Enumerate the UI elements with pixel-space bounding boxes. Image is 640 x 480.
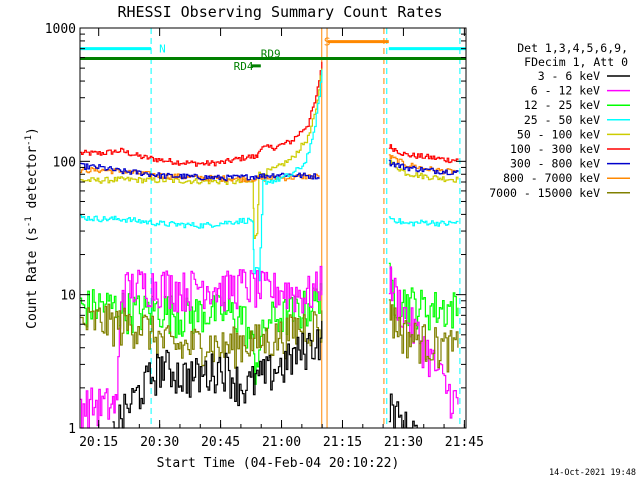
- legend-header-line-2: FDecim 1, Att 0: [524, 55, 628, 69]
- plot-area: N S RD9 RD4: [80, 28, 466, 429]
- legend-label: 800 - 7000 keV: [503, 171, 600, 185]
- x-tick-label: 21:30: [384, 435, 423, 450]
- x-axis-label: Start Time (04-Feb-04 20:10:22): [157, 456, 400, 471]
- flag-label-rd9: RD9: [261, 48, 281, 61]
- series-line-100-300-keV-kev: [80, 61, 459, 167]
- x-tick-label: 20:30: [140, 435, 179, 450]
- flag-label-n: N: [159, 43, 166, 56]
- legend: Det 1,3,4,5,6,9, FDecim 1, Att 0 3 - 6 k…: [489, 41, 630, 200]
- axes: 20:15 20:30 20:45 21:00 21:15 21:30 21:45 1 10 10…: [45, 22, 484, 450]
- legend-label: 50 - 100 keV: [517, 127, 600, 141]
- plot-frame: [79, 27, 467, 429]
- legend-label: 25 - 50 keV: [524, 113, 600, 127]
- chart-title: RHESSI Observing Summary Count Rates: [117, 3, 442, 21]
- flag-label-rd4: RD4: [234, 60, 254, 73]
- timestamp: 14-Oct-2021 19:48: [549, 468, 636, 478]
- x-tick-label: 21:00: [262, 435, 301, 450]
- legend-header-line-1: Det 1,3,4,5,6,9,: [517, 41, 628, 55]
- y-axis-label: Count Rate (s-1 detector-1): [24, 127, 40, 329]
- series-line-25-50-keV-kev: [80, 69, 459, 282]
- series-line-7000-15000-keV-kev: [80, 299, 459, 373]
- y-tick-label: 10: [60, 289, 76, 304]
- legend-label: 300 - 800 keV: [510, 157, 600, 171]
- x-tick-label: 20:45: [201, 435, 240, 450]
- legend-label: 6 - 12 keV: [531, 84, 600, 98]
- legend-label: 7000 - 15000 keV: [489, 186, 600, 200]
- legend-label: 100 - 300 keV: [510, 142, 600, 156]
- y-tick-label: 1: [68, 422, 76, 437]
- x-tick-label: 21:15: [323, 435, 362, 450]
- y-tick-label: 100: [53, 155, 76, 170]
- legend-label: 3 - 6 keV: [538, 69, 600, 83]
- series-line-300-800-keV-kev: [80, 159, 459, 182]
- flag-label-s: S: [324, 36, 331, 49]
- x-tick-label: 21:45: [445, 435, 484, 450]
- x-tick-label: 20:15: [79, 435, 118, 450]
- y-tick-label: 1000: [45, 22, 76, 37]
- legend-label: 12 - 25 keV: [524, 98, 600, 112]
